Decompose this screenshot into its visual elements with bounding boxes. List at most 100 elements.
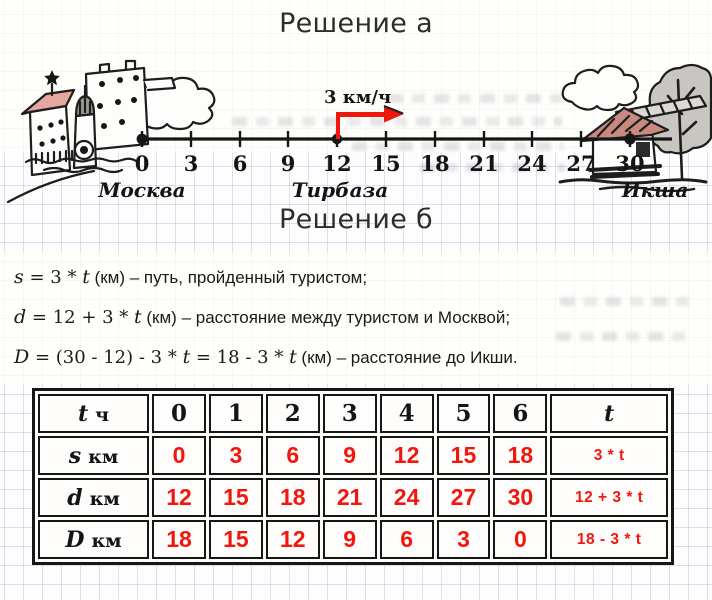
- row-variable: D: [65, 526, 85, 553]
- table-cell: 15: [208, 520, 263, 559]
- row-unit: км: [91, 529, 122, 552]
- speed-label: 3 км/ч: [324, 87, 391, 108]
- formula-D: D = (30 - 12) - 3 * t = 18 - 3 * t (км) …: [14, 337, 704, 377]
- table-cell: 0: [152, 436, 206, 475]
- table-cell: 3 * t: [550, 436, 668, 475]
- building-left-windows: [37, 119, 66, 147]
- table-cell: 4: [379, 394, 434, 433]
- table-cell: 15: [208, 478, 263, 517]
- formula-variable: t: [289, 346, 297, 368]
- tick-label: 21: [469, 151, 498, 176]
- table-cell: 2: [265, 394, 320, 433]
- ground-line: [598, 185, 696, 193]
- table-cell: 18: [152, 520, 206, 559]
- row-unit: км: [88, 445, 119, 468]
- tick-label: 27: [566, 151, 595, 176]
- column-formula: t: [604, 400, 615, 427]
- row-variable: s: [68, 442, 82, 469]
- formula-expression: = 18 - 3 *: [190, 347, 290, 368]
- tick-label: 15: [371, 151, 400, 176]
- table-cell: 27: [436, 478, 491, 517]
- print-bleedthrough: [420, 163, 565, 172]
- formula-variable: s: [14, 266, 24, 288]
- ground-line: [42, 166, 124, 174]
- table-row-s: s км 0 3 6 9 12 15 18 3 * t: [38, 436, 668, 475]
- moscow-sketch: [6, 59, 216, 204]
- table-cell: 1: [208, 394, 263, 433]
- table-cell: 12: [379, 436, 434, 475]
- table-cell: 3: [436, 520, 491, 559]
- table-cell: 18 - 3 * t: [550, 520, 668, 559]
- formula-description: (км) – расстояние до Икши.: [296, 348, 518, 367]
- formula-d: d = 12 + 3 * t (км) – расстояние между т…: [14, 297, 704, 337]
- tick-label: 9: [281, 151, 296, 176]
- formula-s: s = 3 * t (км) – путь, пройденный турист…: [14, 257, 704, 297]
- table-cell: 30: [493, 478, 548, 517]
- label-turbaza: Тирбаза: [292, 178, 389, 202]
- table-cell: 9: [322, 520, 377, 559]
- tower-dome-ribs: [78, 95, 92, 116]
- table-cell: 15: [436, 436, 491, 475]
- table-cell: s км: [38, 436, 150, 475]
- numberline: 0 3 6 9 12 15 18 21 24 27 30 Москва Тирб…: [97, 131, 688, 202]
- table-cell: 9: [322, 436, 377, 475]
- row-unit: км: [89, 487, 120, 510]
- table-cell: 6: [493, 394, 548, 433]
- row-unit: ч: [95, 403, 110, 426]
- formula-expression: = (30 - 12) - 3 *: [29, 347, 183, 368]
- solution-a-title: Решение а: [279, 8, 433, 39]
- star-icon: [44, 70, 60, 86]
- table-cell: 24: [379, 478, 434, 517]
- formula-variable: D: [14, 346, 30, 368]
- formula-variable: t: [182, 346, 191, 368]
- formula-variable: t: [82, 266, 90, 288]
- table-cell: 6: [265, 436, 320, 475]
- point-markers: [136, 133, 636, 145]
- building-right-windows: [97, 75, 139, 129]
- print-bleedthrough: [556, 332, 686, 341]
- tick-label: 24: [517, 151, 546, 176]
- tick-label: 18: [420, 151, 449, 176]
- building-right-chimneys: [98, 59, 137, 74]
- point-moscow: [136, 133, 148, 145]
- numberline-figure: 0 3 6 9 12 15 18 21 24 27 30 Москва Тирб…: [6, 59, 712, 204]
- formula-expression: = 12 + 3 *: [26, 307, 135, 328]
- tick-label: 0: [135, 151, 150, 176]
- formula-variable: t: [134, 306, 142, 328]
- label-iksha: Икша: [621, 178, 689, 202]
- iksha-sketch: [558, 63, 712, 193]
- table-cell: 18: [493, 436, 548, 475]
- formula-description: (км) – расстояние между туристом и Москв…: [141, 308, 511, 327]
- table-cell: 12: [152, 478, 206, 517]
- ground-swoop: [6, 169, 96, 204]
- point-iksha: [624, 133, 636, 145]
- table-cell: 3: [208, 436, 263, 475]
- table-row-d: d км 12 15 18 21 24 27 30 12 + 3 * t: [38, 478, 668, 517]
- row-variable: t: [77, 400, 89, 427]
- scan-strip-formulas: [0, 252, 712, 384]
- tick-label: 6: [233, 151, 248, 176]
- table-cell: t: [550, 394, 668, 433]
- table-cell: 12 + 3 * t: [550, 478, 668, 517]
- table-cell: 0: [493, 520, 548, 559]
- table-cell: 5: [436, 394, 491, 433]
- print-bleedthrough: [232, 117, 562, 126]
- house-logs: [588, 164, 662, 179]
- house-window: [636, 142, 650, 157]
- print-bleedthrough: [560, 297, 698, 306]
- building-left-roof: [20, 88, 76, 116]
- cloud: [561, 64, 640, 112]
- solution-b-title: Решение б: [279, 204, 433, 235]
- table-cell: 6: [379, 520, 434, 559]
- tick-label: 12: [322, 151, 351, 176]
- table-cell: 21: [322, 478, 377, 517]
- table-cell: d км: [38, 478, 150, 517]
- building-left-wall: [28, 104, 72, 177]
- formula-variable: d: [14, 306, 27, 328]
